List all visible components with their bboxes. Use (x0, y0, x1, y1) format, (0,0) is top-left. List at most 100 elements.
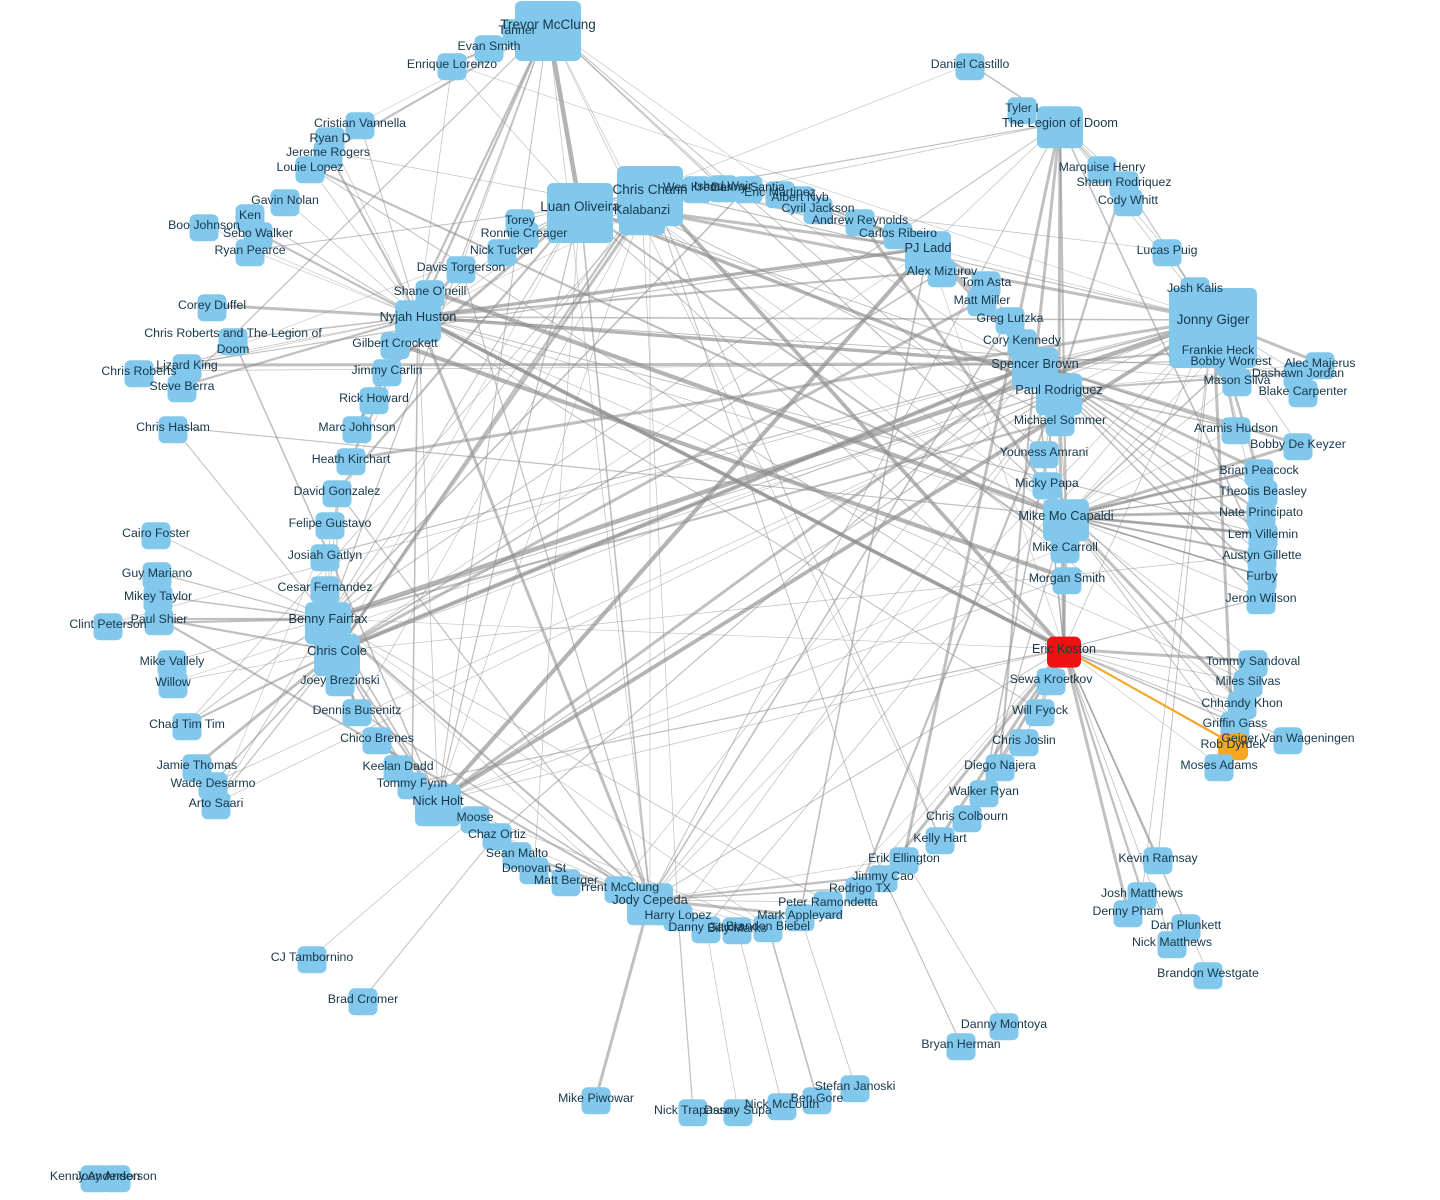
svg-text:Nate Principato: Nate Principato (1219, 505, 1303, 519)
svg-text:Ben Gore: Ben Gore (791, 1091, 844, 1105)
svg-text:Mike Piwowar: Mike Piwowar (558, 1091, 634, 1105)
svg-text:Chad Tim Tim: Chad Tim Tim (149, 717, 225, 731)
svg-text:Rob Dyrdek: Rob Dyrdek (1201, 737, 1267, 751)
svg-text:Cody Whitt: Cody Whitt (1098, 193, 1159, 207)
svg-text:Mike Vallely: Mike Vallely (140, 654, 206, 668)
svg-text:David Gonzalez: David Gonzalez (294, 484, 381, 498)
svg-text:Jimmy Carlin: Jimmy Carlin (351, 363, 422, 377)
svg-text:Sewa Kroetkov: Sewa Kroetkov (1010, 672, 1094, 686)
svg-text:Chris Colbourn: Chris Colbourn (926, 809, 1008, 823)
svg-text:Joey Anderson: Joey Anderson (75, 1169, 157, 1183)
svg-text:Bryan Herman: Bryan Herman (921, 1037, 1000, 1051)
svg-text:Brad Cromer: Brad Cromer (328, 992, 398, 1006)
svg-text:Kalabanzi: Kalabanzi (614, 202, 670, 217)
svg-text:Nick Matthews: Nick Matthews (1132, 935, 1212, 949)
svg-text:Keelan Dadd: Keelan Dadd (362, 759, 433, 773)
svg-text:Corey Duffel: Corey Duffel (178, 298, 246, 312)
svg-text:Guy Mariano: Guy Mariano (122, 566, 193, 580)
svg-text:Matt Miller: Matt Miller (954, 293, 1011, 307)
svg-text:Eric Koston: Eric Koston (1032, 642, 1096, 656)
svg-text:Jonny Giger: Jonny Giger (1177, 312, 1250, 327)
svg-text:Tommy Fynn: Tommy Fynn (377, 776, 448, 790)
svg-text:Cesar Fernandez: Cesar Fernandez (277, 580, 372, 594)
svg-text:Chico Brenes: Chico Brenes (340, 731, 414, 745)
svg-text:Shane O'neill: Shane O'neill (394, 284, 467, 298)
svg-text:Enrique Lorenzo: Enrique Lorenzo (407, 57, 497, 71)
svg-text:Chaz Ortiz: Chaz Ortiz (468, 827, 526, 841)
svg-text:Aramis Hudson: Aramis Hudson (1194, 421, 1278, 435)
svg-text:Rick Howard: Rick Howard (339, 391, 409, 405)
svg-text:Sean Malto: Sean Malto (486, 846, 548, 860)
svg-text:Louie Lopez: Louie Lopez (276, 160, 343, 174)
svg-text:Luan Oliveira: Luan Oliveira (540, 199, 620, 214)
svg-text:Ryan Pearce: Ryan Pearce (214, 243, 285, 257)
svg-text:Josh Kalis: Josh Kalis (1167, 281, 1223, 295)
svg-text:Jereme Rogers: Jereme Rogers (286, 145, 370, 159)
svg-text:Shaun Rodriquez: Shaun Rodriquez (1076, 175, 1171, 189)
svg-text:Dan Plunkett: Dan Plunkett (1151, 918, 1222, 932)
svg-text:Brandon Westgate: Brandon Westgate (1157, 966, 1259, 980)
svg-text:Felipe Gustavo: Felipe Gustavo (289, 516, 372, 530)
svg-text:Paul Rodriguez: Paul Rodriguez (1015, 382, 1103, 397)
svg-text:Cairo Foster: Cairo Foster (122, 526, 190, 540)
svg-text:PJ Ladd: PJ Ladd (905, 240, 952, 255)
svg-text:Jamie Thomas: Jamie Thomas (157, 758, 237, 772)
svg-text:Arto Saari: Arto Saari (189, 796, 244, 810)
svg-text:Kevin Ramsay: Kevin Ramsay (1118, 851, 1198, 865)
svg-text:Walker Ryan: Walker Ryan (949, 784, 1019, 798)
svg-text:Peter Ramondetta: Peter Ramondetta (778, 895, 878, 909)
svg-text:Joey Brezinski: Joey Brezinski (300, 673, 379, 687)
svg-text:Steve Berra: Steve Berra (150, 379, 215, 393)
svg-text:Evan Smith: Evan Smith (458, 39, 521, 53)
svg-text:Mike Mo Capaldi: Mike Mo Capaldi (1018, 508, 1113, 523)
svg-text:Ronnie Creager: Ronnie Creager (481, 226, 568, 240)
svg-text:Tommy Sandoval: Tommy Sandoval (1206, 654, 1300, 668)
svg-text:Morgan Smith: Morgan Smith (1029, 571, 1106, 585)
svg-text:Davis Torgerson: Davis Torgerson (417, 260, 506, 274)
svg-text:Benny Fairfax: Benny Fairfax (289, 611, 369, 626)
svg-text:Brian Peacock: Brian Peacock (1219, 463, 1299, 477)
svg-text:Furby: Furby (1246, 569, 1278, 583)
svg-text:Bobby De Keyzer: Bobby De Keyzer (1250, 437, 1346, 451)
svg-text:Stefan Janoski: Stefan Janoski (815, 1079, 896, 1093)
svg-text:Griffin Gass: Griffin Gass (1203, 716, 1268, 730)
svg-text:Micky Papa: Micky Papa (1015, 476, 1079, 490)
svg-text:Moses Adams: Moses Adams (1180, 758, 1257, 772)
svg-text:Brandon Biebel: Brandon Biebel (726, 919, 810, 933)
svg-text:Marc Johnson: Marc Johnson (318, 420, 395, 434)
svg-text:Greg Lutzka: Greg Lutzka (977, 311, 1044, 325)
svg-text:Chris Roberts and The Legion o: Chris Roberts and The Legion of (144, 326, 322, 340)
svg-text:Denny Pham: Denny Pham (1092, 904, 1163, 918)
svg-text:Tanner: Tanner (498, 23, 536, 37)
svg-text:Willow: Willow (155, 675, 191, 689)
svg-text:Ken: Ken (239, 208, 261, 222)
svg-text:Jeron Wilson: Jeron Wilson (1225, 591, 1296, 605)
svg-text:Torey: Torey (505, 213, 536, 227)
svg-text:Josh Matthews: Josh Matthews (1101, 886, 1183, 900)
svg-text:Ryan D: Ryan D (309, 131, 350, 145)
svg-text:Lizard King: Lizard King (156, 358, 218, 372)
svg-text:Mikey Taylor: Mikey Taylor (124, 589, 192, 603)
svg-text:Nyjah Huston: Nyjah Huston (380, 309, 457, 324)
svg-text:Miles Silvas: Miles Silvas (1216, 674, 1281, 688)
svg-text:Wade Desarmo: Wade Desarmo (171, 776, 256, 790)
svg-text:Tom Asta: Tom Asta (961, 275, 1012, 289)
svg-text:Marquise Henry: Marquise Henry (1059, 160, 1147, 174)
svg-text:Michael Sommer: Michael Sommer (1014, 413, 1106, 427)
svg-text:Spencer Brown: Spencer Brown (991, 356, 1079, 371)
svg-text:Blake Carpenter: Blake Carpenter (1259, 384, 1348, 398)
svg-text:Nick Tucker: Nick Tucker (470, 243, 534, 257)
svg-text:Theotis Beasley: Theotis Beasley (1219, 484, 1307, 498)
svg-text:Cristian Vannella: Cristian Vannella (314, 116, 406, 130)
svg-text:The Legion of Doom: The Legion of Doom (1002, 115, 1118, 130)
svg-text:Gilbert Crockett: Gilbert Crockett (352, 336, 438, 350)
svg-text:Dennis Busenitz: Dennis Busenitz (313, 703, 402, 717)
svg-text:Austyn Gillette: Austyn Gillette (1222, 548, 1301, 562)
svg-text:Carlos Ribeiro: Carlos Ribeiro (859, 226, 937, 240)
svg-text:Andrew Reynolds: Andrew Reynolds (812, 213, 908, 227)
svg-text:Doom: Doom (217, 342, 250, 356)
svg-text:Chris Haslam: Chris Haslam (136, 420, 210, 434)
svg-text:Kelly Hart: Kelly Hart (913, 831, 967, 845)
svg-text:Chhandy Khon: Chhandy Khon (1201, 696, 1283, 710)
svg-text:Chris Joslin: Chris Joslin (992, 733, 1056, 747)
